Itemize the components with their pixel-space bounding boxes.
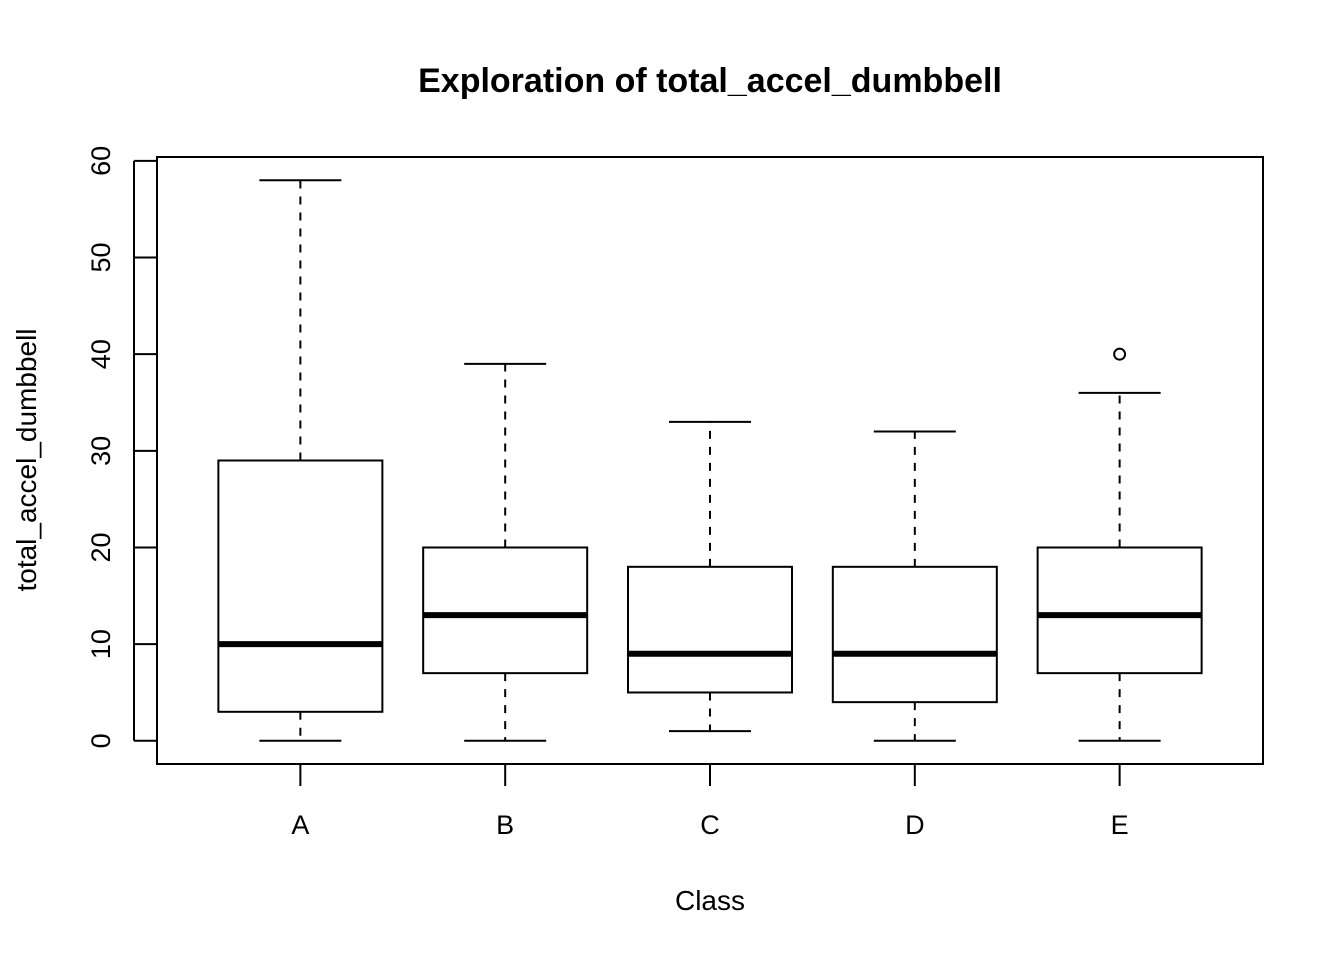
x-tick-label: A xyxy=(291,810,309,840)
y-axis: 0 10 20 30 40 50 60 xyxy=(86,146,157,748)
y-tick-label: 30 xyxy=(86,436,116,466)
box-B xyxy=(422,362,589,742)
outlier-point xyxy=(1113,347,1127,361)
x-axis: A B C D E xyxy=(291,764,1129,840)
iqr-box xyxy=(627,565,793,694)
box-D xyxy=(831,430,998,742)
iqr-box xyxy=(831,565,998,704)
y-tick-label: 50 xyxy=(86,242,116,272)
y-tick-label: 0 xyxy=(86,733,116,748)
x-axis-label: Class xyxy=(675,885,745,916)
y-tick-label: 60 xyxy=(86,146,116,176)
iqr-box xyxy=(422,546,589,675)
y-tick-label: 20 xyxy=(86,532,116,562)
x-tick-label: B xyxy=(496,810,514,840)
x-tick-label: E xyxy=(1111,810,1129,840)
iqr-box xyxy=(1036,546,1203,675)
y-tick-label: 10 xyxy=(86,629,116,659)
y-tick-label: 40 xyxy=(86,339,116,369)
x-tick-label: C xyxy=(700,810,720,840)
y-axis-label: total_accel_dumbbell xyxy=(11,328,42,591)
box-C xyxy=(627,420,793,733)
x-tick-label: D xyxy=(905,810,925,840)
iqr-box xyxy=(217,459,384,713)
box-A xyxy=(217,179,384,742)
box-E xyxy=(1036,347,1203,742)
chart-title: Exploration of total_accel_dumbbell xyxy=(418,62,1002,100)
box-series xyxy=(217,179,1203,742)
